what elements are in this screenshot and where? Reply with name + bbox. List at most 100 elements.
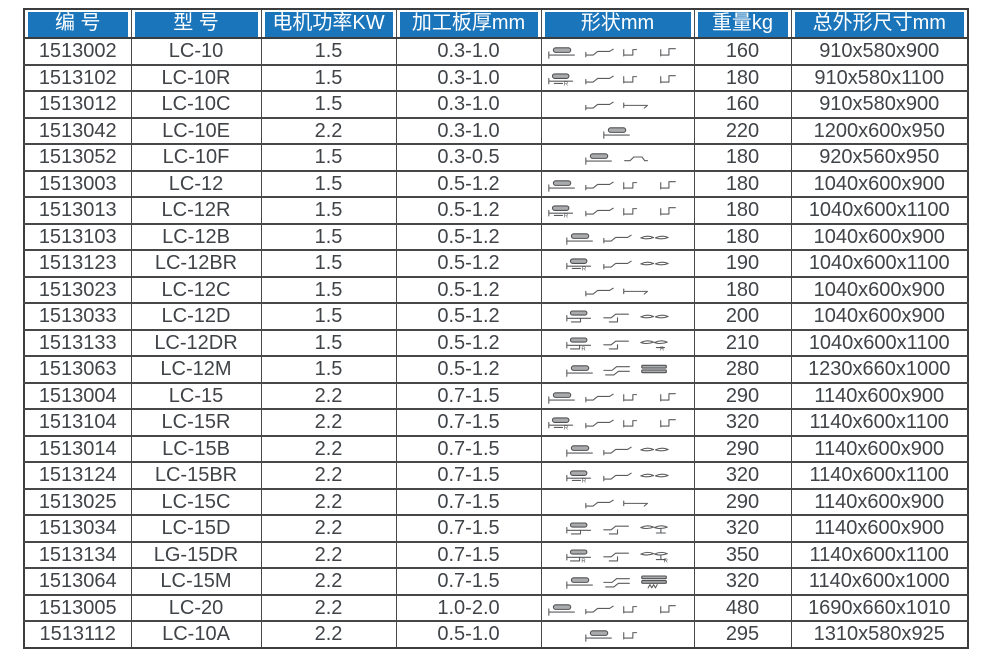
cell-thickness: 0.5-1.2 xyxy=(395,196,542,224)
rolled-slat-r-icon: R xyxy=(547,201,578,219)
z-profile-icon xyxy=(584,201,615,219)
cell-thickness: 0.5-1.2 xyxy=(395,249,542,277)
cell-power: 1.5 xyxy=(260,196,397,224)
cell-code: 1513112 xyxy=(23,620,132,648)
cell-power: 2.2 xyxy=(260,116,397,145)
cell-model: LC-12BR xyxy=(130,249,262,277)
u-hook-icon xyxy=(621,413,652,431)
cell-dimensions: 1140x600x900 xyxy=(790,434,969,463)
svg-text:R: R xyxy=(563,81,567,86)
cell-code: 1513052 xyxy=(23,143,132,171)
cell-code: 1513123 xyxy=(23,249,132,277)
cell-code: 1513003 xyxy=(23,169,132,198)
rolled-slat-icon xyxy=(565,572,596,590)
cell-weight: 160 xyxy=(693,90,792,118)
cell-model: LC-12M xyxy=(130,355,262,383)
cell-power: 2.2 xyxy=(260,593,397,622)
cell-model: LC-15BR xyxy=(130,461,262,489)
cell-dimensions: 1140x600x900 xyxy=(790,381,969,410)
cell-thickness: 0.5-1.2 xyxy=(395,169,542,198)
u-hook-icon xyxy=(621,387,652,405)
rolled-slat-icon xyxy=(565,360,596,378)
cell-power: 1.5 xyxy=(260,302,397,330)
cell-power: 1.5 xyxy=(260,249,397,277)
cell-model: LC-15M xyxy=(130,567,262,595)
table-row: 1513033 LC-12D 1.5 0.5-1.2 200 1040x600x900 xyxy=(23,302,969,330)
table-row: 1513052 LC-10F 1.5 0.3-0.5 180 920x560x950 xyxy=(23,143,969,171)
cell-power: 2.2 xyxy=(260,567,397,595)
cell-thickness: 0.7-1.5 xyxy=(395,408,542,436)
flat-bar-icon xyxy=(621,95,652,113)
curve-pair-step-icon xyxy=(639,519,670,537)
step-profile-icon xyxy=(658,175,689,193)
z-profile-step-icon xyxy=(602,519,633,537)
column-header-shape: 形状mm xyxy=(540,9,695,39)
cell-model: LC-10R xyxy=(130,63,262,92)
cell-code: 1513004 xyxy=(23,381,132,410)
layer-stack-icon xyxy=(639,360,670,378)
cell-dimensions: 1040x600x900 xyxy=(790,222,969,251)
cell-dimensions: 1040x600x900 xyxy=(790,302,969,330)
column-header-weight: 重量kg xyxy=(693,9,792,39)
z-profile-icon xyxy=(584,413,615,431)
cell-dimensions: 1230x660x1000 xyxy=(790,355,969,383)
angle-slat-icon xyxy=(621,148,652,166)
cell-thickness: 0.5-1.0 xyxy=(395,620,542,648)
step-profile-icon xyxy=(658,599,689,617)
cell-shape xyxy=(540,116,695,145)
cell-dimensions: 910x580x1100 xyxy=(790,63,969,92)
cell-dimensions: 920x560x950 xyxy=(790,143,969,171)
u-hook-icon xyxy=(621,201,652,219)
cell-code: 1513013 xyxy=(23,196,132,224)
table-row: 1513014 LC-15B 2.2 0.7-1.5 290 1140x600x900 xyxy=(23,434,969,463)
product-spec-table: 编 号型 号电机功率KW 加工板厚mm 形状mm 重量kg 总外形尺寸mm 151300… xyxy=(23,8,969,649)
curve-pair-icon xyxy=(639,307,670,325)
cell-dimensions: 1200x600x950 xyxy=(790,116,969,145)
cell-shape: R xyxy=(540,249,695,277)
step-profile-icon xyxy=(658,387,689,405)
step-profile-icon xyxy=(658,42,689,60)
rolled-slat-r-icon: R xyxy=(547,69,578,87)
cell-model: LC-20 xyxy=(130,593,262,622)
rolled-slat-icon xyxy=(565,228,596,246)
cell-code: 1513023 xyxy=(23,275,132,304)
cell-shape xyxy=(540,434,695,463)
cell-model: LC-12D xyxy=(130,302,262,330)
cell-shape xyxy=(540,90,695,118)
cell-model: LC-10F xyxy=(130,143,262,171)
table-header: 编 号型 号电机功率KW 加工板厚mm 形状mm 重量kg 总外形尺寸mm xyxy=(23,9,969,39)
table-row: 1513064 LC-15M 2.2 0.7-1.5 320 1140x600x1000 xyxy=(23,567,969,595)
cell-weight: 160 xyxy=(693,37,792,65)
cell-thickness: 0.7-1.5 xyxy=(395,381,542,410)
cell-dimensions: 1690x660x1010 xyxy=(790,593,969,622)
cell-thickness: 0.7-1.5 xyxy=(395,567,542,595)
cell-thickness: 0.3-1.0 xyxy=(395,37,542,65)
curve-pair-icon xyxy=(639,440,670,458)
cell-power: 1.5 xyxy=(260,328,397,357)
z-profile-icon xyxy=(602,254,633,272)
cell-shape: R xyxy=(540,408,695,436)
cell-model: LC-15B xyxy=(130,434,262,463)
cell-power: 2.2 xyxy=(260,381,397,410)
z-profile-icon xyxy=(584,69,615,87)
cell-thickness: 0.7-1.5 xyxy=(395,434,542,463)
cell-model: LC-15C xyxy=(130,487,262,516)
cell-shape: R xyxy=(540,63,695,92)
cell-code: 1513034 xyxy=(23,514,132,542)
rolled-slat-r-icon: R xyxy=(565,254,596,272)
cell-code: 1513012 xyxy=(23,90,132,118)
rolled-slat-step-icon xyxy=(565,519,596,537)
cell-thickness: 0.5-1.2 xyxy=(395,355,542,383)
cell-shape xyxy=(540,487,695,516)
column-header-model: 型 号 xyxy=(130,9,262,39)
cell-code: 1513124 xyxy=(23,461,132,489)
cell-thickness: 0.3-1.0 xyxy=(395,116,542,145)
cell-model: LC-12C xyxy=(130,275,262,304)
svg-text:R: R xyxy=(660,346,664,351)
cell-weight: 350 xyxy=(693,540,792,569)
cell-dimensions: 1310x580x925 xyxy=(790,620,969,648)
cell-weight: 290 xyxy=(693,381,792,410)
z-profile-icon xyxy=(584,599,615,617)
cell-weight: 290 xyxy=(693,434,792,463)
cell-dimensions: 1040x600x900 xyxy=(790,275,969,304)
